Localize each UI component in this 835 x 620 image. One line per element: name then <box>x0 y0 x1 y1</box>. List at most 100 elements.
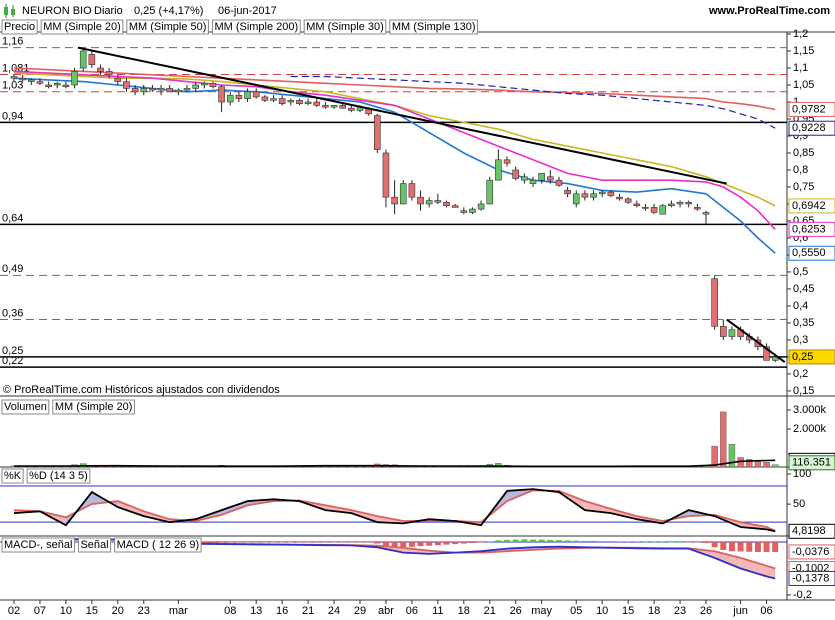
y-tick-label: 0,5 <box>793 266 808 278</box>
candle-body <box>157 88 165 91</box>
value-tag: 0,6942 <box>792 200 826 212</box>
volume-bar <box>754 461 762 468</box>
histogram-bar <box>469 541 476 544</box>
histogram-bar <box>313 541 320 543</box>
value-tag-box <box>788 198 835 214</box>
candle-body <box>105 71 113 76</box>
candle-body <box>97 67 104 72</box>
histogram-bar <box>443 541 450 545</box>
y-tick-label: 0,85 <box>793 147 814 159</box>
candle-body <box>123 81 130 89</box>
legend-entry: Precio <box>4 21 35 33</box>
legend-box <box>211 19 301 35</box>
histogram-bar <box>261 541 268 543</box>
x-tick-label: 21 <box>302 605 314 617</box>
histogram-bar <box>685 541 692 543</box>
candle-body <box>417 196 424 205</box>
candle-body <box>183 88 191 91</box>
candle-body <box>555 179 563 186</box>
value-tag-box <box>788 570 835 586</box>
histogram-bar <box>616 541 623 542</box>
candle-body <box>399 183 407 205</box>
volume-bar <box>763 462 770 468</box>
histogram-bar <box>279 541 286 543</box>
value-tag-box <box>788 245 835 261</box>
legend-entry: MM (Simple 50) <box>129 21 207 33</box>
candle-body <box>19 77 26 81</box>
histogram-bar <box>547 539 554 542</box>
candle-body <box>469 208 476 213</box>
candle-body <box>261 96 269 101</box>
candle-body <box>503 159 511 164</box>
legend-box <box>389 19 479 35</box>
candle-body <box>71 71 78 86</box>
y-tick-label: 0,2 <box>793 368 808 380</box>
histogram-bar <box>339 541 346 543</box>
value-tag-box <box>788 120 835 136</box>
histogram-bar <box>512 539 519 542</box>
histogram-bar <box>391 541 398 548</box>
histogram-bar <box>530 539 536 542</box>
volume-bar <box>728 443 736 468</box>
legend-box <box>26 468 91 484</box>
volume-bar <box>720 411 727 468</box>
candle-body <box>590 193 597 198</box>
histogram-bar <box>460 541 467 544</box>
x-tick-label: 06 <box>760 605 772 617</box>
legend-box <box>77 537 112 553</box>
candle-body <box>711 278 718 327</box>
histogram-bar <box>296 541 303 543</box>
histogram-bar <box>711 541 718 548</box>
x-tick-label: 08 <box>224 605 236 617</box>
histogram-bar <box>365 541 372 543</box>
volume-bar <box>746 459 753 468</box>
legend-entry: Señal <box>80 539 108 551</box>
legend-box <box>114 537 202 553</box>
legend-box <box>126 19 209 35</box>
y-tick-label: 1 <box>793 96 799 108</box>
histogram-bar <box>590 540 597 542</box>
candle-body <box>62 84 70 88</box>
icon-body <box>4 7 8 15</box>
histogram-bar <box>408 541 415 547</box>
candle-body <box>529 179 537 184</box>
histogram-bar <box>504 539 511 542</box>
candle-body <box>166 88 173 93</box>
histogram-bar <box>348 541 355 543</box>
candle-body <box>581 193 589 198</box>
level-label: 0,94 <box>2 110 23 122</box>
x-tick-label: 26 <box>700 605 712 617</box>
y-tick-label: -0,2 <box>793 589 812 601</box>
x-tick-label: jun <box>732 605 748 617</box>
histogram-bar <box>694 541 701 543</box>
x-tick-label: 23 <box>674 605 686 617</box>
legend-box <box>1 19 38 35</box>
histogram-bar <box>227 541 234 543</box>
y-tick-label: 1,05 <box>793 79 814 91</box>
value-tag: -0,0376 <box>792 546 829 558</box>
candle-body <box>278 98 286 104</box>
x-tick-label: 26 <box>510 605 522 617</box>
candle-body <box>252 91 260 98</box>
value-tag: 0,25 <box>792 351 813 363</box>
histogram-bar <box>651 541 658 543</box>
candle-body <box>348 107 355 111</box>
candle-body <box>36 81 44 84</box>
candle-body <box>486 179 494 205</box>
histogram-bar <box>538 539 545 542</box>
histogram-bar <box>417 541 424 547</box>
level-label: 1,16 <box>2 36 23 48</box>
histogram-bar <box>235 541 242 543</box>
histogram-bar <box>201 541 208 543</box>
candle-body <box>642 207 649 209</box>
histogram-bar <box>426 541 433 546</box>
histogram-bar <box>668 541 675 543</box>
candle-body <box>702 212 710 215</box>
fill-area <box>117 501 144 517</box>
histogram-bar <box>322 541 329 543</box>
series-line <box>14 459 776 468</box>
histogram-bar <box>642 541 649 543</box>
value-tag: 4,8198 <box>792 525 826 537</box>
candle-body <box>382 152 390 198</box>
histogram-bar <box>287 541 294 543</box>
